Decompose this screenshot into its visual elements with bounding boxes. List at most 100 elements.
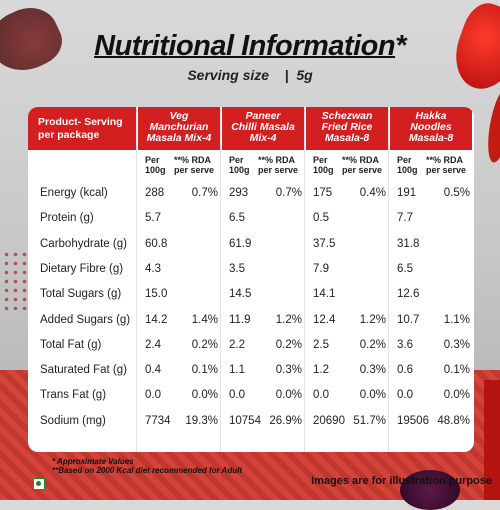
cell-rda: 0.2% bbox=[191, 338, 218, 351]
footnote-approximate: * Approximate Values bbox=[52, 457, 134, 466]
cell-per-100g: 0.5 bbox=[313, 212, 329, 225]
product-name-line: Masala-8 bbox=[324, 132, 370, 144]
column-separator bbox=[304, 107, 305, 452]
table-row: Trans Fat (g) 0.0 0.0% 0.0 0.0% 0.0 0.0% 0.0 0.0… bbox=[28, 383, 474, 408]
cell-per-100g: 191 bbox=[397, 187, 417, 199]
cell-per-100g: 60.8 bbox=[145, 237, 168, 250]
table-row: Total Sugars (g) 15.0 14.5 14.1 12.6 bbox=[28, 282, 474, 307]
cell-per-100g: 1.2 bbox=[313, 364, 329, 377]
cell-per-100g: 293 bbox=[229, 187, 249, 199]
header-product-2: Paneer Chilli Masala Mix-4 bbox=[222, 107, 304, 150]
cell-rda: 0.7% bbox=[275, 187, 302, 199]
subheader-line: **% RDA bbox=[426, 155, 464, 165]
cell-per-100g: 19506 bbox=[397, 414, 429, 427]
cell-rda: 1.2% bbox=[359, 313, 386, 326]
subheader-line: Per bbox=[397, 155, 412, 165]
subheader-rda: **% RDA per serve bbox=[174, 155, 214, 175]
subheader-line: 100g bbox=[145, 165, 166, 175]
cell-per-100g: 11.9 bbox=[229, 313, 251, 326]
chili-stem-decoration bbox=[483, 86, 500, 165]
table-row: Total Fat (g) 2.4 0.2% 2.2 0.2% 2.5 0.2% 3.6 0.3… bbox=[28, 333, 474, 358]
cell-per-100g: 0.0 bbox=[145, 389, 161, 402]
subheader-line: per serve bbox=[426, 165, 467, 175]
cell-rda: 26.9% bbox=[269, 414, 302, 427]
product-name-line: Schezwan bbox=[321, 110, 373, 122]
cell-per-100g: 10754 bbox=[229, 414, 261, 427]
cell-rda: 0.7% bbox=[191, 187, 218, 199]
cell-per-100g: 0.4 bbox=[145, 364, 161, 377]
row-label: Carbohydrate (g) bbox=[40, 237, 127, 250]
cell-per-100g: 0.0 bbox=[397, 389, 413, 402]
row-label: Sodium (mg) bbox=[40, 414, 106, 427]
cell-rda: 48.8% bbox=[437, 414, 470, 427]
cell-per-100g: 37.5 bbox=[313, 237, 336, 250]
subheader-line: Per bbox=[313, 155, 328, 165]
cell-per-100g: 6.5 bbox=[229, 212, 245, 225]
subheader-per-100g: Per 100g bbox=[397, 155, 418, 175]
cell-rda: 1.1% bbox=[443, 313, 470, 326]
product-name-line: Veg bbox=[169, 110, 189, 122]
table-row: Saturated Fat (g) 0.4 0.1% 1.1 0.3% 1.2 0.3% 0.… bbox=[28, 358, 474, 383]
cell-rda: 0.4% bbox=[359, 187, 386, 199]
cell-per-100g: 14.2 bbox=[145, 313, 168, 326]
cell-rda: 51.7% bbox=[353, 414, 386, 427]
column-separator bbox=[136, 107, 137, 452]
subheader-rda: **% RDA per serve bbox=[258, 155, 298, 175]
cell-rda: 0.0% bbox=[359, 389, 386, 402]
product-name-line: Manchurian bbox=[149, 121, 209, 133]
header-product-serving: Product- Serving per package bbox=[28, 107, 136, 150]
table-row: Added Sugars (g) 14.2 1.4% 11.9 1.2% 12.4 1.2%… bbox=[28, 308, 474, 333]
row-label: Energy (kcal) bbox=[40, 187, 108, 199]
cell-per-100g: 3.6 bbox=[397, 338, 413, 351]
subheader-line: per serve bbox=[258, 165, 299, 175]
subheader-per-100g: Per 100g bbox=[229, 155, 250, 175]
cell-rda: 0.2% bbox=[359, 338, 386, 351]
row-label: Total Sugars (g) bbox=[40, 288, 122, 301]
chili-flakes-decoration bbox=[2, 250, 30, 310]
table-row: Protein (g) 5.7 6.5 0.5 7.7 bbox=[28, 206, 474, 231]
row-label: Trans Fat (g) bbox=[40, 389, 107, 402]
product-name-line: Hakka bbox=[415, 110, 447, 122]
product-name-line: Fried Rice bbox=[321, 121, 373, 133]
cell-per-100g: 2.5 bbox=[313, 338, 329, 351]
subheader-line: **% RDA bbox=[342, 155, 380, 165]
nutrition-table: Product- Serving per package Veg Manchuri… bbox=[28, 107, 474, 452]
row-label: Added Sugars (g) bbox=[40, 313, 131, 326]
cell-per-100g: 1.1 bbox=[229, 364, 245, 377]
subheader-per-100g: Per 100g bbox=[313, 155, 334, 175]
cell-per-100g: 3.5 bbox=[229, 262, 245, 275]
red-bar-decoration bbox=[484, 380, 500, 500]
cell-per-100g: 7.7 bbox=[397, 212, 413, 225]
product-name-line: Masala Mix-4 bbox=[146, 132, 212, 144]
row-label: Protein (g) bbox=[40, 212, 94, 225]
subheader-rda: **% RDA per serve bbox=[342, 155, 382, 175]
subheader-line: 100g bbox=[397, 165, 418, 175]
table-row: Sodium (mg) 7734 19.3% 10754 26.9% 20690 51.7%… bbox=[28, 409, 474, 434]
row-label: Dietary Fibre (g) bbox=[40, 262, 124, 275]
cell-rda: 0.5% bbox=[443, 187, 470, 199]
cell-rda: 0.3% bbox=[359, 364, 386, 377]
header-product-4: Hakka Noodles Masala-8 bbox=[390, 107, 472, 150]
cell-per-100g: 2.4 bbox=[145, 338, 161, 351]
veg-symbol-icon bbox=[33, 478, 45, 490]
cell-rda: 0.1% bbox=[191, 364, 218, 377]
table-row: Carbohydrate (g) 60.8 61.9 37.5 31.8 bbox=[28, 232, 474, 257]
subheader-line: Per bbox=[229, 155, 244, 165]
cell-rda: 1.4% bbox=[191, 313, 218, 326]
cell-per-100g: 15.0 bbox=[145, 288, 168, 301]
subheader-rda: **% RDA per serve bbox=[426, 155, 466, 175]
subheader-line: 100g bbox=[313, 165, 334, 175]
subheader-line: **% RDA bbox=[258, 155, 296, 165]
cell-rda: 0.0% bbox=[443, 389, 470, 402]
cell-per-100g: 31.8 bbox=[397, 237, 420, 250]
header-product-1: Veg Manchurian Masala Mix-4 bbox=[138, 107, 220, 150]
table-row: Energy (kcal) 288 0.7% 293 0.7% 175 0.4% 191 0.5… bbox=[28, 181, 474, 206]
cell-rda: 19.3% bbox=[185, 414, 218, 427]
serving-size: Serving size | 5g bbox=[187, 67, 313, 83]
cell-rda: 0.0% bbox=[191, 389, 218, 402]
subheader-line: per serve bbox=[342, 165, 383, 175]
cell-per-100g: 4.3 bbox=[145, 262, 161, 275]
cell-rda: 0.2% bbox=[275, 338, 302, 351]
cell-per-100g: 20690 bbox=[313, 414, 345, 427]
cell-per-100g: 0.0 bbox=[229, 389, 245, 402]
